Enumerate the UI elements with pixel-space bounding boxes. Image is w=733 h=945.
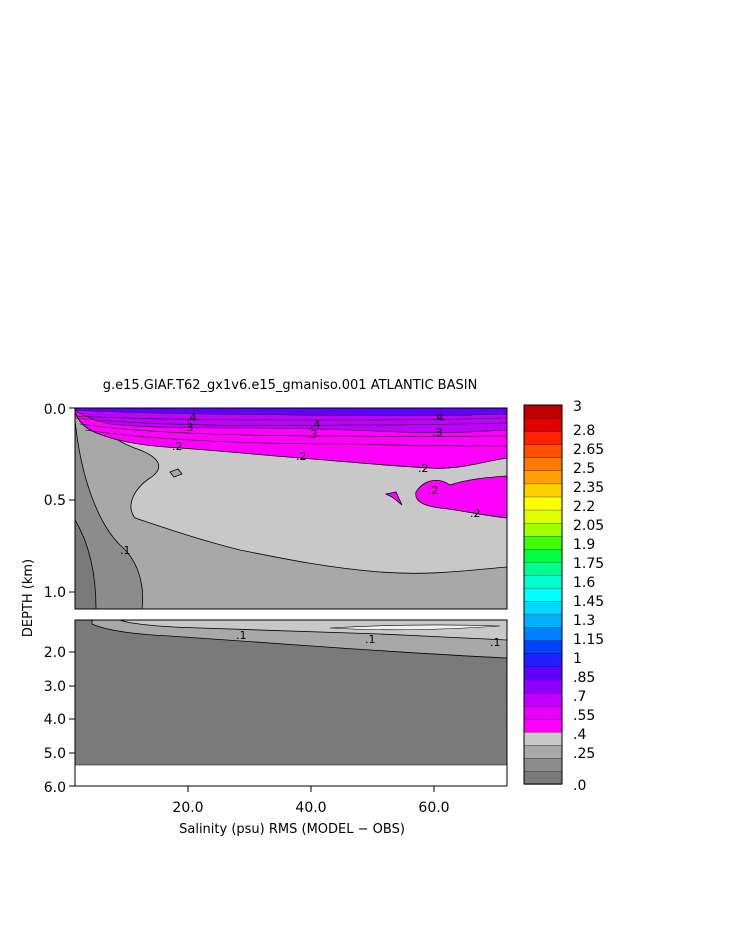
lower-fill-white-lens: [329, 624, 501, 631]
y-tick-label: 5.0: [44, 746, 66, 762]
contour-label: .3: [307, 428, 318, 441]
colorbar: 3 2.8 2.65 2.5 2.35 2.2 2.05 1.9 1.75 1.…: [523, 399, 604, 794]
colorbar-label: 2.8: [573, 423, 595, 439]
y-tick-label: 0.5: [44, 493, 66, 509]
colorbar-swatch: [523, 744, 563, 759]
contour-label: .1: [490, 636, 501, 649]
colorbar-swatch: [523, 404, 563, 419]
colorbar-swatch: [523, 640, 563, 654]
colorbar-swatch: [523, 522, 563, 537]
colorbar-swatch: [523, 483, 563, 498]
upper-magenta-blob-small: [384, 491, 403, 506]
colorbar-labels: 3 2.8 2.65 2.5 2.35 2.2 2.05 1.9 1.75 1.…: [573, 399, 604, 794]
upper-panel-frame: [74, 407, 508, 610]
colorbar-swatch: [523, 561, 563, 576]
colorbar-label: 2.05: [573, 518, 604, 534]
x-tick-label: 60.0: [418, 800, 449, 816]
contour-label: .2: [172, 440, 183, 453]
colorbar-label: 1.15: [573, 632, 604, 648]
colorbar-swatch: [523, 653, 563, 668]
colorbar-label: 1.6: [573, 575, 595, 591]
colorbar-swatch: [523, 757, 563, 772]
colorbar-label: .85: [573, 670, 595, 686]
colorbar-swatch: [523, 600, 563, 615]
colorbar-label: .0: [573, 778, 586, 794]
lower-panel: [74, 619, 508, 787]
upper-fill-blue-band: [75, 408, 507, 416]
colorbar-label: .25: [573, 746, 595, 762]
colorbar-label: 2.35: [573, 480, 604, 496]
contour-label: .2: [428, 484, 439, 497]
contour-label: .2: [296, 450, 307, 463]
colorbar-label: 2.65: [573, 442, 604, 458]
colorbar-swatch: [523, 496, 563, 511]
y-tick-label: 4.0: [44, 712, 66, 728]
contour-label: .3: [432, 426, 443, 439]
y-axis-label: DEPTH (km): [21, 559, 36, 637]
y-tick-label: 2.0: [44, 645, 66, 661]
colorbar-label: 2.2: [573, 499, 595, 515]
x-axis-label: Salinity (psu) RMS (MODEL − OBS): [179, 822, 405, 837]
colorbar-frame: [523, 404, 563, 785]
x-axis: 20.0 40.0 60.0 Salinity (psu) RMS (MODEL…: [172, 786, 450, 837]
y-tick-label: 1.0: [44, 585, 66, 601]
contour-label: .1: [365, 633, 376, 646]
upper-contour-lines: [75, 415, 507, 447]
colorbar-swatch: [523, 627, 563, 641]
y-axis: 0.0 0.5 1.0 2.0 3.0 4.0 5.0 6.0 DEPTH (k…: [21, 402, 75, 796]
contour-labels: .4 .4 .4 .3 .3 .3 .2 .2 .2 .2 .2 .1 .1 .…: [120, 411, 501, 649]
colorbar-label: 1: [573, 651, 582, 667]
colorbar-swatch: [523, 548, 563, 563]
contour-label: .2: [470, 507, 481, 520]
colorbar-swatch: [523, 679, 563, 694]
x-tick-label: 20.0: [172, 800, 203, 816]
contour-label: .4: [186, 411, 197, 424]
colorbar-label: 1.45: [573, 594, 604, 610]
colorbar-swatch: [523, 666, 563, 681]
colorbar-swatch: [523, 587, 563, 602]
colorbar-swatch: [523, 692, 563, 707]
y-tick-label: 6.0: [44, 780, 66, 796]
upper-panel: [74, 407, 508, 610]
chart-title: g.e15.GIAF.T62_gx1v6.e15_gmaniso.001 ATL…: [103, 378, 478, 393]
colorbar-swatch: [523, 535, 563, 550]
colorbar-swatch: [523, 457, 563, 471]
colorbar-swatch: [523, 470, 563, 485]
colorbar-swatches: [523, 404, 563, 785]
colorbar-label: 2.5: [573, 461, 595, 477]
colorbar-label: 3: [573, 399, 582, 415]
upper-fill-dark-gray-region: [75, 419, 144, 609]
contour-label: .1: [120, 544, 131, 557]
colorbar-label: 1.9: [573, 537, 595, 553]
colorbar-swatch: [523, 444, 563, 458]
colorbar-swatch: [523, 770, 563, 785]
contour-label: .4: [310, 418, 321, 431]
colorbar-swatch: [523, 731, 563, 746]
y-tick-label: 0.0: [44, 402, 66, 418]
colorbar-label: .55: [573, 708, 595, 724]
colorbar-swatch: [523, 509, 563, 524]
upper-magenta-patch: [415, 475, 507, 519]
contour-label: .3: [183, 421, 194, 434]
colorbar-swatch: [523, 705, 563, 720]
colorbar-swatch: [523, 430, 563, 445]
x-tick-label: 40.0: [295, 800, 326, 816]
colorbar-swatch: [523, 574, 563, 589]
contour-label: .1: [236, 629, 247, 642]
contour-label: .4: [433, 411, 444, 424]
colorbar-swatch: [523, 613, 563, 628]
y-tick-label: 3.0: [44, 679, 66, 695]
colorbar-swatch: [523, 718, 563, 733]
colorbar-swatch: [523, 417, 563, 432]
lower-panel-frame: [74, 619, 508, 787]
colorbar-label: .7: [573, 689, 586, 705]
colorbar-label: 1.3: [573, 613, 595, 629]
upper-gray-island: [169, 468, 183, 478]
contour-label: .2: [418, 462, 429, 475]
colorbar-label: 1.75: [573, 556, 604, 572]
upper-fill-gray-region: [75, 409, 507, 609]
colorbar-label: .4: [573, 727, 586, 743]
